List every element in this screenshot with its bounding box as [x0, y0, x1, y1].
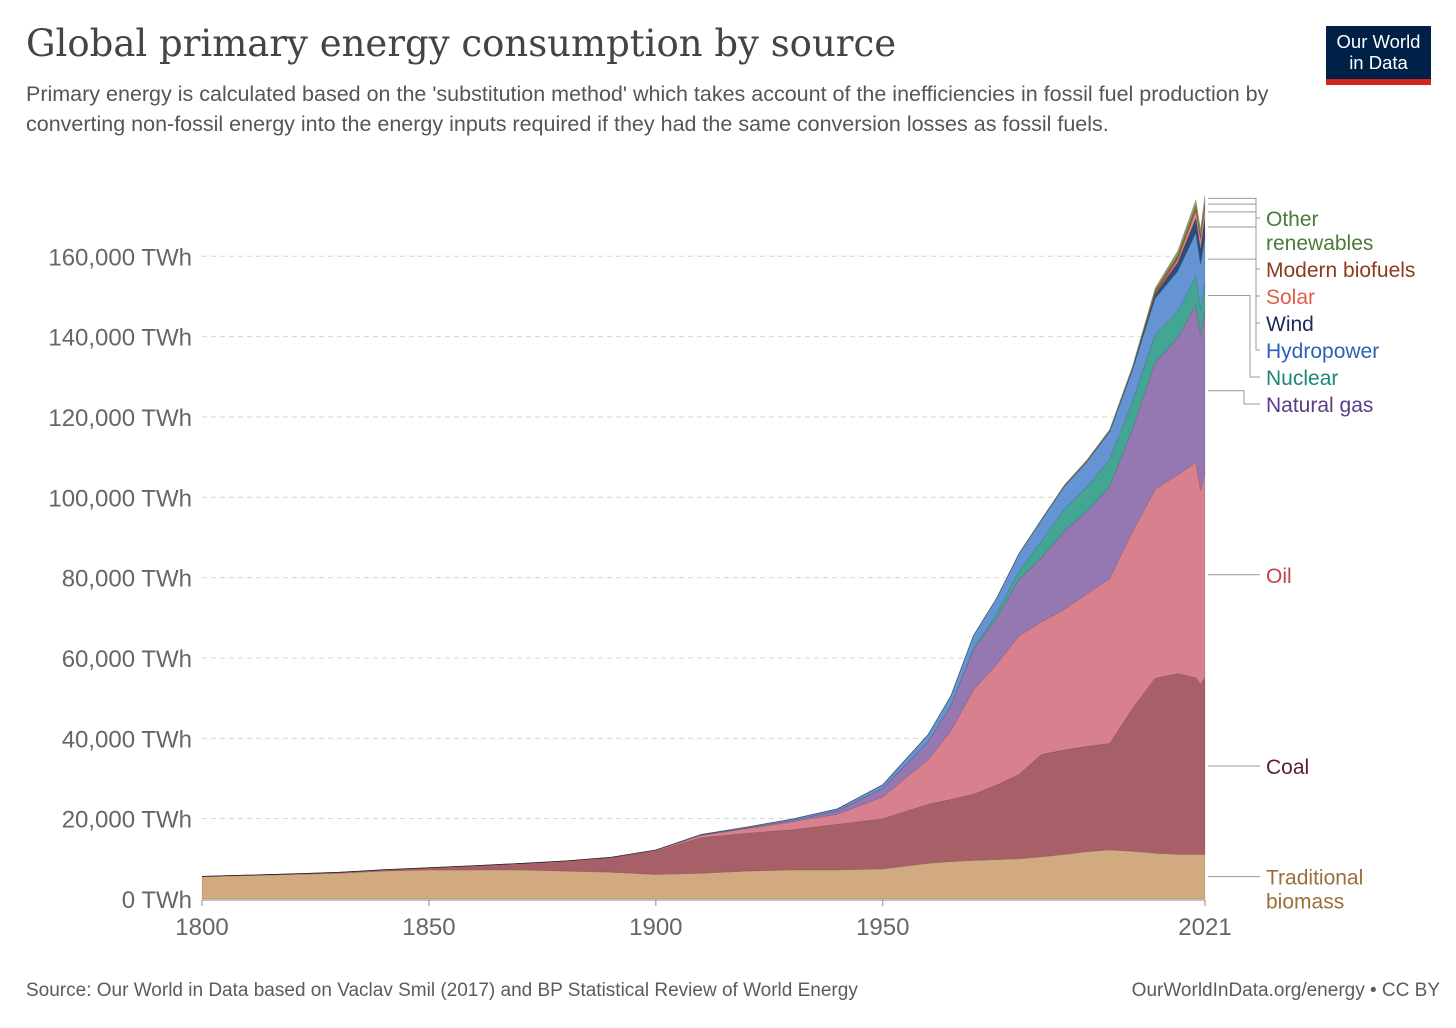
area-coal [201, 673, 1206, 878]
x-tick-label: 2021 [1178, 914, 1231, 941]
source-note: Source: Our World in Data based on Vacla… [26, 980, 858, 1001]
legend-connector [1208, 258, 1260, 351]
x-tick-label: 1900 [629, 914, 682, 941]
stacked-area-chart: 0 TWh 20,000 TWh 40,000 TWh 60,000 TWh 80,00… [48, 194, 1415, 941]
legend-label: Solar [1266, 286, 1315, 309]
footer-link[interactable]: OurWorldInData.org/energy • CC BY [1131, 980, 1440, 1001]
y-tick-label: 40,000 TWh [62, 726, 192, 753]
y-tick-label: 120,000 TWh [48, 405, 192, 432]
legend-connector [1208, 226, 1260, 324]
legend-connector [1208, 295, 1260, 378]
legend-label: renewables [1266, 232, 1373, 255]
legend-label: Oil [1266, 565, 1292, 588]
legend-label: Other [1266, 208, 1319, 231]
area-solar [201, 206, 1206, 877]
chart-title: Global primary energy consumption by sou… [26, 22, 897, 65]
y-tick-label: 100,000 TWh [48, 485, 192, 512]
legend-label: Coal [1266, 756, 1309, 779]
area-natural-gas [201, 303, 1206, 877]
legend-connector [1208, 211, 1260, 297]
legend-label: Traditional [1266, 867, 1363, 890]
area-other-renewables [201, 194, 1206, 877]
y-tick-label: 0 TWh [122, 887, 192, 914]
x-tick-label: 1850 [402, 914, 455, 941]
legend-label: Natural gas [1266, 394, 1373, 417]
area-wind [201, 216, 1206, 877]
y-tick-label: 160,000 TWh [48, 244, 192, 271]
y-tick-label: 20,000 TWh [62, 807, 192, 834]
area-modern-biofuels [201, 201, 1206, 877]
y-tick-label: 80,000 TWh [62, 566, 192, 593]
legend-label: Modern biofuels [1266, 259, 1415, 282]
area-hydropower [201, 231, 1206, 877]
owid-logo[interactable]: Our World in Data [1326, 26, 1431, 85]
area-nuclear [201, 275, 1206, 877]
y-tick-label: 140,000 TWh [48, 325, 192, 352]
legend-label: Wind [1266, 313, 1314, 336]
y-tick-label: 60,000 TWh [62, 646, 192, 673]
legend-connector [1208, 197, 1260, 219]
legend-label: Hydropower [1266, 340, 1379, 363]
legend-label: biomass [1266, 891, 1344, 914]
logo-line-1: Our World [1336, 31, 1421, 52]
chart-subtitle: Primary energy is calculated based on th… [26, 82, 1269, 136]
logo-line-2: in Data [1349, 52, 1408, 73]
legend-label: Nuclear [1266, 367, 1338, 390]
legend-connector [1208, 390, 1260, 405]
x-tick-label: 1950 [856, 914, 909, 941]
x-tick-label: 1800 [175, 914, 228, 941]
